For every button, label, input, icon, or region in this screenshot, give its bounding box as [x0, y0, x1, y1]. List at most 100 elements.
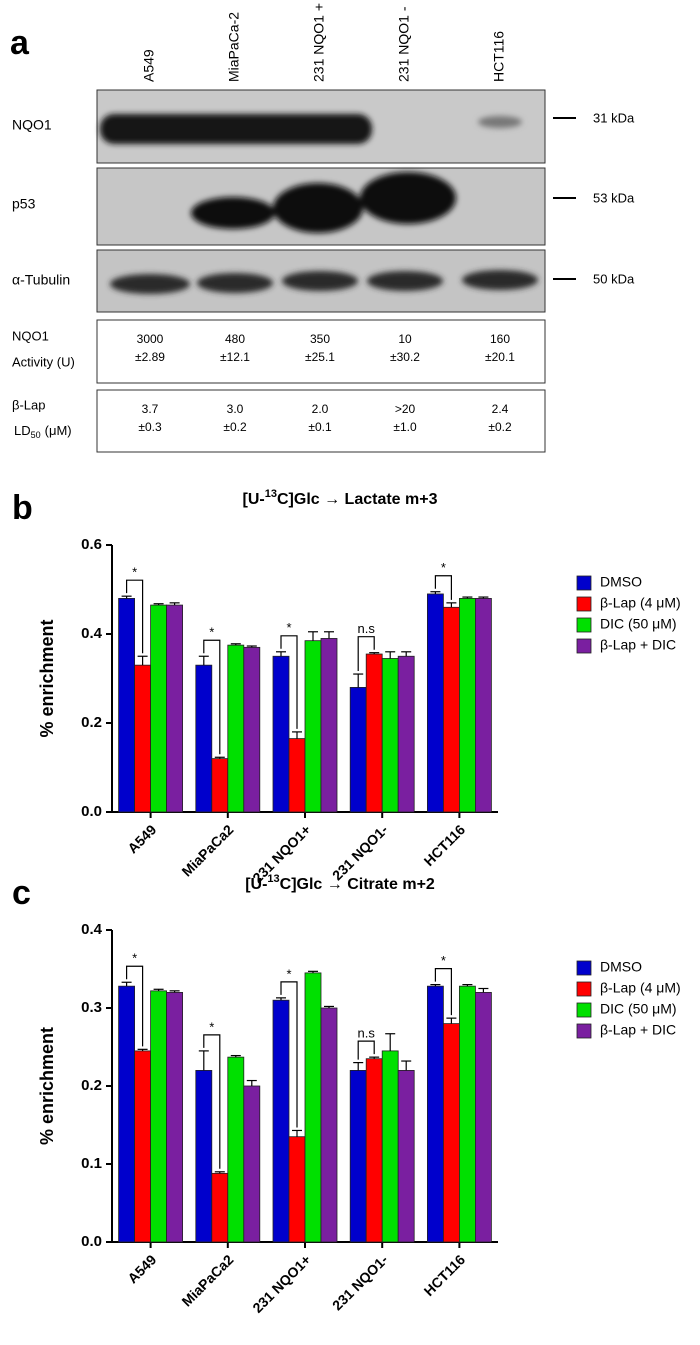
significance-label: *: [286, 966, 291, 981]
error-bar: [401, 1060, 412, 1071]
lane-label: 231 NQO1 +: [311, 3, 327, 82]
error-bar: [276, 997, 286, 1001]
significance-label: *: [441, 560, 446, 575]
bar: [474, 992, 492, 1243]
title-part: [U-: [243, 491, 265, 508]
error-bar: [308, 970, 318, 973]
table-error: ±0.3: [138, 420, 162, 434]
bar: [227, 1056, 245, 1243]
x-tick-label: A549: [124, 821, 159, 856]
bar: [272, 999, 290, 1243]
row-label-part: LD: [14, 423, 31, 438]
error-bar: [401, 651, 412, 657]
table-error: ±0.2: [223, 420, 247, 434]
error-bar: [153, 988, 164, 991]
band: [110, 274, 190, 294]
legend-label: DIC (50 μM): [600, 1001, 677, 1017]
band: [478, 116, 522, 128]
bands: [100, 114, 538, 294]
band: [100, 114, 372, 144]
bar: [243, 646, 261, 813]
error-bar: [121, 981, 132, 987]
legend-swatch: [576, 596, 592, 612]
significance-bracket: [280, 981, 298, 1128]
row-label-part: (μM): [45, 423, 72, 438]
legend-swatch: [576, 617, 592, 633]
x-tick-label: HCT116: [421, 821, 469, 869]
row-label: NQO1: [12, 328, 49, 343]
bar: [458, 985, 476, 1243]
band: [191, 197, 275, 229]
error-bar: [308, 631, 318, 641]
error-bar: [198, 1050, 209, 1071]
bar: [118, 598, 135, 813]
bar: [474, 598, 492, 813]
significance-label: n.s: [358, 621, 376, 636]
table-error: ±1.0: [393, 420, 417, 434]
title-part: C]Glc → Citrate m+2: [280, 876, 435, 893]
lane-label: A549: [141, 49, 157, 82]
legend-swatch: [576, 1002, 592, 1018]
table-value: 160: [490, 332, 510, 346]
error-bar: [446, 1017, 457, 1024]
x-tick-label: HCT116: [421, 1251, 469, 1299]
y-tick-label: 0.0: [81, 803, 102, 820]
error-bar: [214, 756, 225, 759]
x-tick-label: 231 NQO1-: [329, 821, 391, 883]
bar: [211, 758, 229, 813]
error-bar: [462, 983, 473, 987]
blot-label: NQO1: [12, 117, 52, 133]
error-bar: [121, 595, 132, 599]
y-tick-label: 0.0: [81, 1233, 102, 1250]
error-bar: [353, 673, 364, 688]
panel-label: c: [12, 874, 31, 912]
band: [282, 271, 358, 291]
bar: [272, 655, 290, 813]
lane-label: HCT116: [491, 31, 507, 82]
row-label: LD50 (μM): [14, 423, 72, 440]
legend-label: β-Lap (4 μM): [600, 980, 681, 996]
error-bar: [292, 1129, 302, 1137]
size-label: 31 kDa: [593, 110, 635, 125]
legend-swatch: [576, 575, 592, 591]
table-error: ±12.1: [220, 350, 250, 364]
legend-label: DMSO: [600, 959, 642, 975]
legend-swatch: [576, 638, 592, 654]
error-bar: [478, 596, 489, 599]
x-tick-label: A549: [124, 1251, 159, 1286]
y-tick-label: 0.2: [81, 714, 102, 731]
bar: [134, 1050, 152, 1243]
bar: [166, 992, 184, 1243]
legend-swatch: [576, 1023, 592, 1039]
bar: [195, 664, 213, 813]
table-value: 2.0: [312, 402, 329, 416]
panel-label: b: [12, 489, 33, 527]
significance-label: *: [441, 953, 446, 968]
error-bar: [153, 603, 164, 606]
legend-label: DIC (50 μM): [600, 616, 677, 632]
bar: [227, 644, 245, 813]
y-axis-label: % enrichment: [37, 619, 57, 737]
significance-bracket: [126, 579, 144, 654]
significance-bracket: [126, 965, 144, 1047]
bar: [426, 985, 444, 1243]
error-bar: [446, 602, 457, 608]
y-tick-label: 0.1: [81, 1155, 102, 1172]
size-label: 53 kDa: [593, 190, 635, 205]
error-bar: [369, 652, 380, 655]
table-error: ±0.1: [308, 420, 332, 434]
x-tick-label: 231 NQO1+: [249, 1251, 313, 1315]
blot-boxes: [96, 89, 546, 453]
x-tick-label: MiaPaCa2: [178, 821, 236, 879]
table-value: 10: [398, 332, 412, 346]
bar: [211, 1172, 229, 1243]
error-bar: [198, 655, 209, 666]
error-bar: [169, 602, 180, 606]
error-bar: [462, 596, 473, 599]
title-part: [U-: [245, 876, 267, 893]
size-label: 50 kDa: [593, 271, 635, 286]
error-bar: [292, 731, 302, 739]
error-bar: [276, 651, 286, 657]
band: [197, 273, 273, 293]
